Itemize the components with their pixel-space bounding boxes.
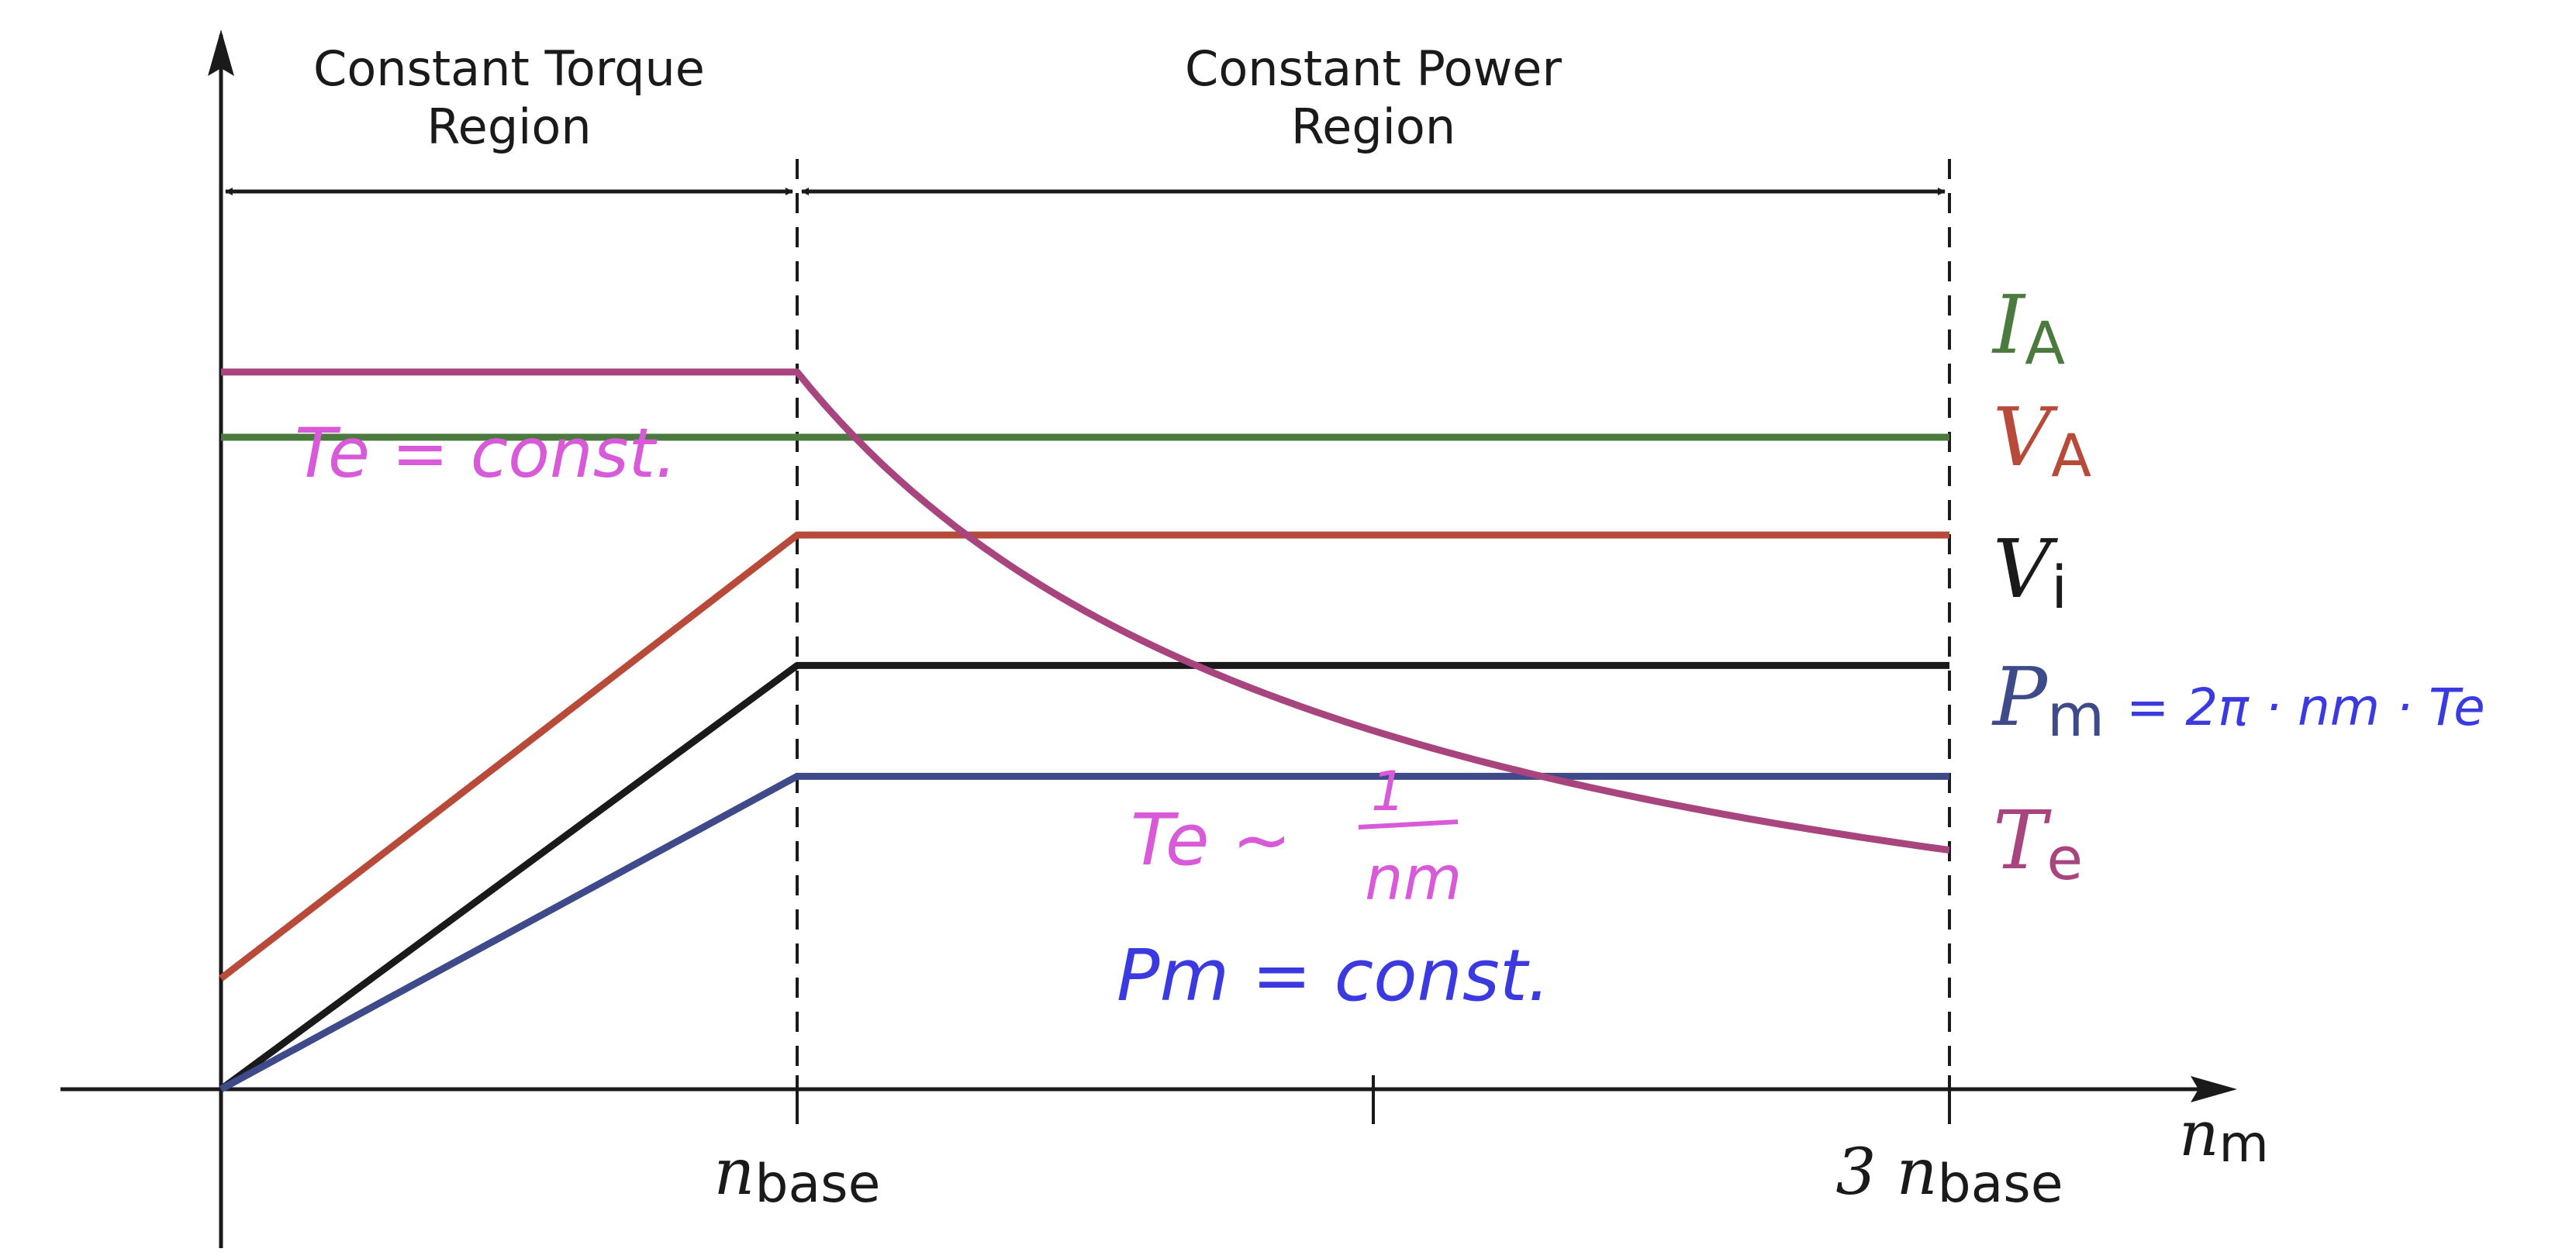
- region-label-line2: Region: [1291, 98, 1455, 155]
- series-line-Vi: [219, 661, 1949, 1092]
- region-dividers: [796, 159, 1951, 1089]
- series-line-Pm: [219, 772, 1949, 1092]
- series-label-Vi: Vi: [1993, 522, 2067, 622]
- te-prop-denominator: nm: [1365, 844, 1462, 914]
- series-line-Te: [221, 368, 1950, 854]
- region-label-line1: Constant Power: [1185, 40, 1562, 97]
- series-label-VA: VA: [1993, 390, 2091, 490]
- x-axis-ticks: [796, 1075, 1951, 1124]
- x-axis-arrow: [2191, 1076, 2237, 1102]
- pm-const-annotation: Pm = const.: [1117, 934, 1550, 1017]
- x-axis-label-main: n: [2179, 1098, 2219, 1170]
- x-tick-label: nbase: [714, 1136, 881, 1215]
- te-const-annotation: Te = const.: [295, 413, 677, 493]
- te-prop-numerator: 1: [1371, 760, 1406, 823]
- region-label-line2: Region: [426, 98, 591, 155]
- x-axis-label: nm: [2179, 1098, 2269, 1174]
- series-label-IA: IA: [1991, 278, 2065, 378]
- x-tick-labels: nbase 3 nbase: [714, 1136, 2063, 1215]
- x-tick-label: 3 nbase: [1835, 1136, 2063, 1215]
- x-axis-label-sub: m: [2219, 1114, 2269, 1174]
- te-prop-left: Te ~: [1131, 799, 1292, 881]
- pm-formula-annotation: = 2π · nm · Te: [2126, 678, 2485, 737]
- series-line-VA: [219, 531, 1949, 981]
- y-axis-arrow: [208, 29, 234, 76]
- series-label-Pm: Pm: [1991, 650, 2105, 750]
- region-label-line1: Constant Torque: [313, 40, 705, 97]
- axes: [60, 29, 2237, 1248]
- te-proportional-annotation: Te ~ 1 nm: [1131, 760, 1462, 914]
- te-prop-fraction-bar: [1358, 819, 1459, 830]
- series-label-Te: Te: [1993, 793, 2083, 893]
- series-lines: [219, 368, 1950, 1092]
- series-labels: IA VA Vi Pm Te: [1991, 278, 2105, 893]
